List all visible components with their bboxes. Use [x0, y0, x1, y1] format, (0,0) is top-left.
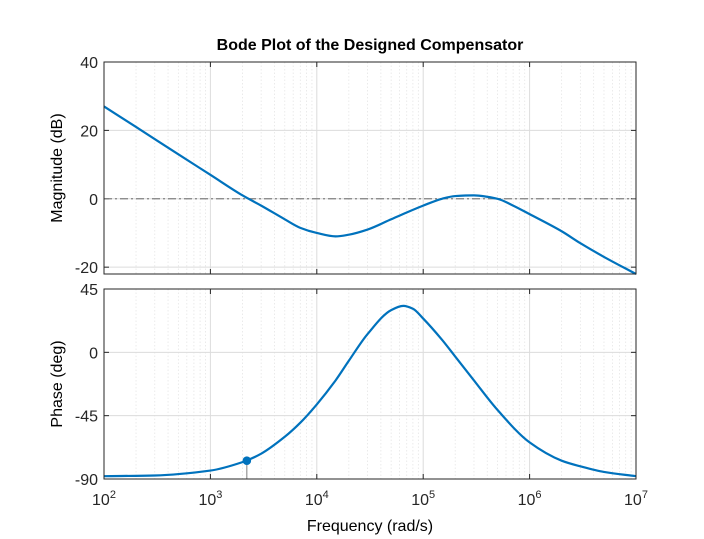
x-tick-label: 107 [624, 489, 648, 509]
x-tick-exponent: 5 [429, 489, 435, 501]
y-tick-label: 20 [80, 123, 98, 140]
y-tick-label: 0 [89, 345, 98, 362]
x-tick-base: 10 [411, 492, 429, 509]
magnitude-axes-border [103, 61, 637, 275]
y-tick-label: -45 [75, 409, 98, 426]
y-tick-label: 45 [80, 282, 98, 299]
y-tick-label: -20 [75, 260, 98, 277]
phase-y-axis-label: Phase (deg) [49, 340, 66, 427]
marker-point[interactable] [242, 456, 252, 466]
x-tick-labels: 102 103 104 105 106 107 [92, 489, 648, 509]
magnitude-plot: 40 20 0 -20 Magnitude (dB) [49, 55, 637, 277]
series-line [103, 304, 637, 478]
magnitude-curve [103, 105, 637, 275]
phase-plot: 45 0 -45 -90 Phase (deg) [49, 282, 637, 489]
x-tick-exponent: 3 [216, 489, 222, 501]
chart-title: Bode Plot of the Designed Compensator [217, 37, 524, 54]
x-tick-exponent: 2 [110, 489, 116, 501]
y-tick-label: 0 [89, 192, 98, 209]
x-tick-label: 104 [305, 489, 329, 509]
magnitude-axes-frame [104, 62, 636, 274]
x-tick-label: 102 [92, 489, 116, 509]
x-tick-base: 10 [624, 492, 642, 509]
phase-axes-frame [104, 289, 636, 479]
x-tick-base: 10 [92, 492, 110, 509]
x-tick-label: 103 [198, 489, 222, 509]
x-tick-label: 106 [518, 489, 542, 509]
phase-curve [103, 304, 637, 478]
magnitude-grid [103, 61, 637, 274]
series-line [103, 105, 637, 275]
x-axis-label: Frequency (rad/s) [307, 518, 433, 535]
y-tick-label: -90 [75, 472, 98, 489]
x-tick-base: 10 [198, 492, 216, 509]
y-tick-label: 40 [80, 55, 98, 72]
x-tick-exponent: 6 [535, 489, 541, 501]
x-tick-base: 10 [518, 492, 536, 509]
phase-y-tick-labels: 45 0 -45 -90 [75, 282, 98, 489]
x-tick-exponent: 4 [323, 489, 329, 501]
x-tick-base: 10 [305, 492, 323, 509]
magnitude-y-axis-label: Magnitude (dB) [49, 113, 66, 222]
phase-data-marker[interactable] [242, 456, 252, 479]
phase-axes-border [103, 288, 637, 480]
magnitude-y-tick-labels: 40 20 0 -20 [75, 55, 98, 277]
x-tick-exponent: 7 [642, 489, 648, 501]
x-tick-label: 105 [411, 489, 435, 509]
